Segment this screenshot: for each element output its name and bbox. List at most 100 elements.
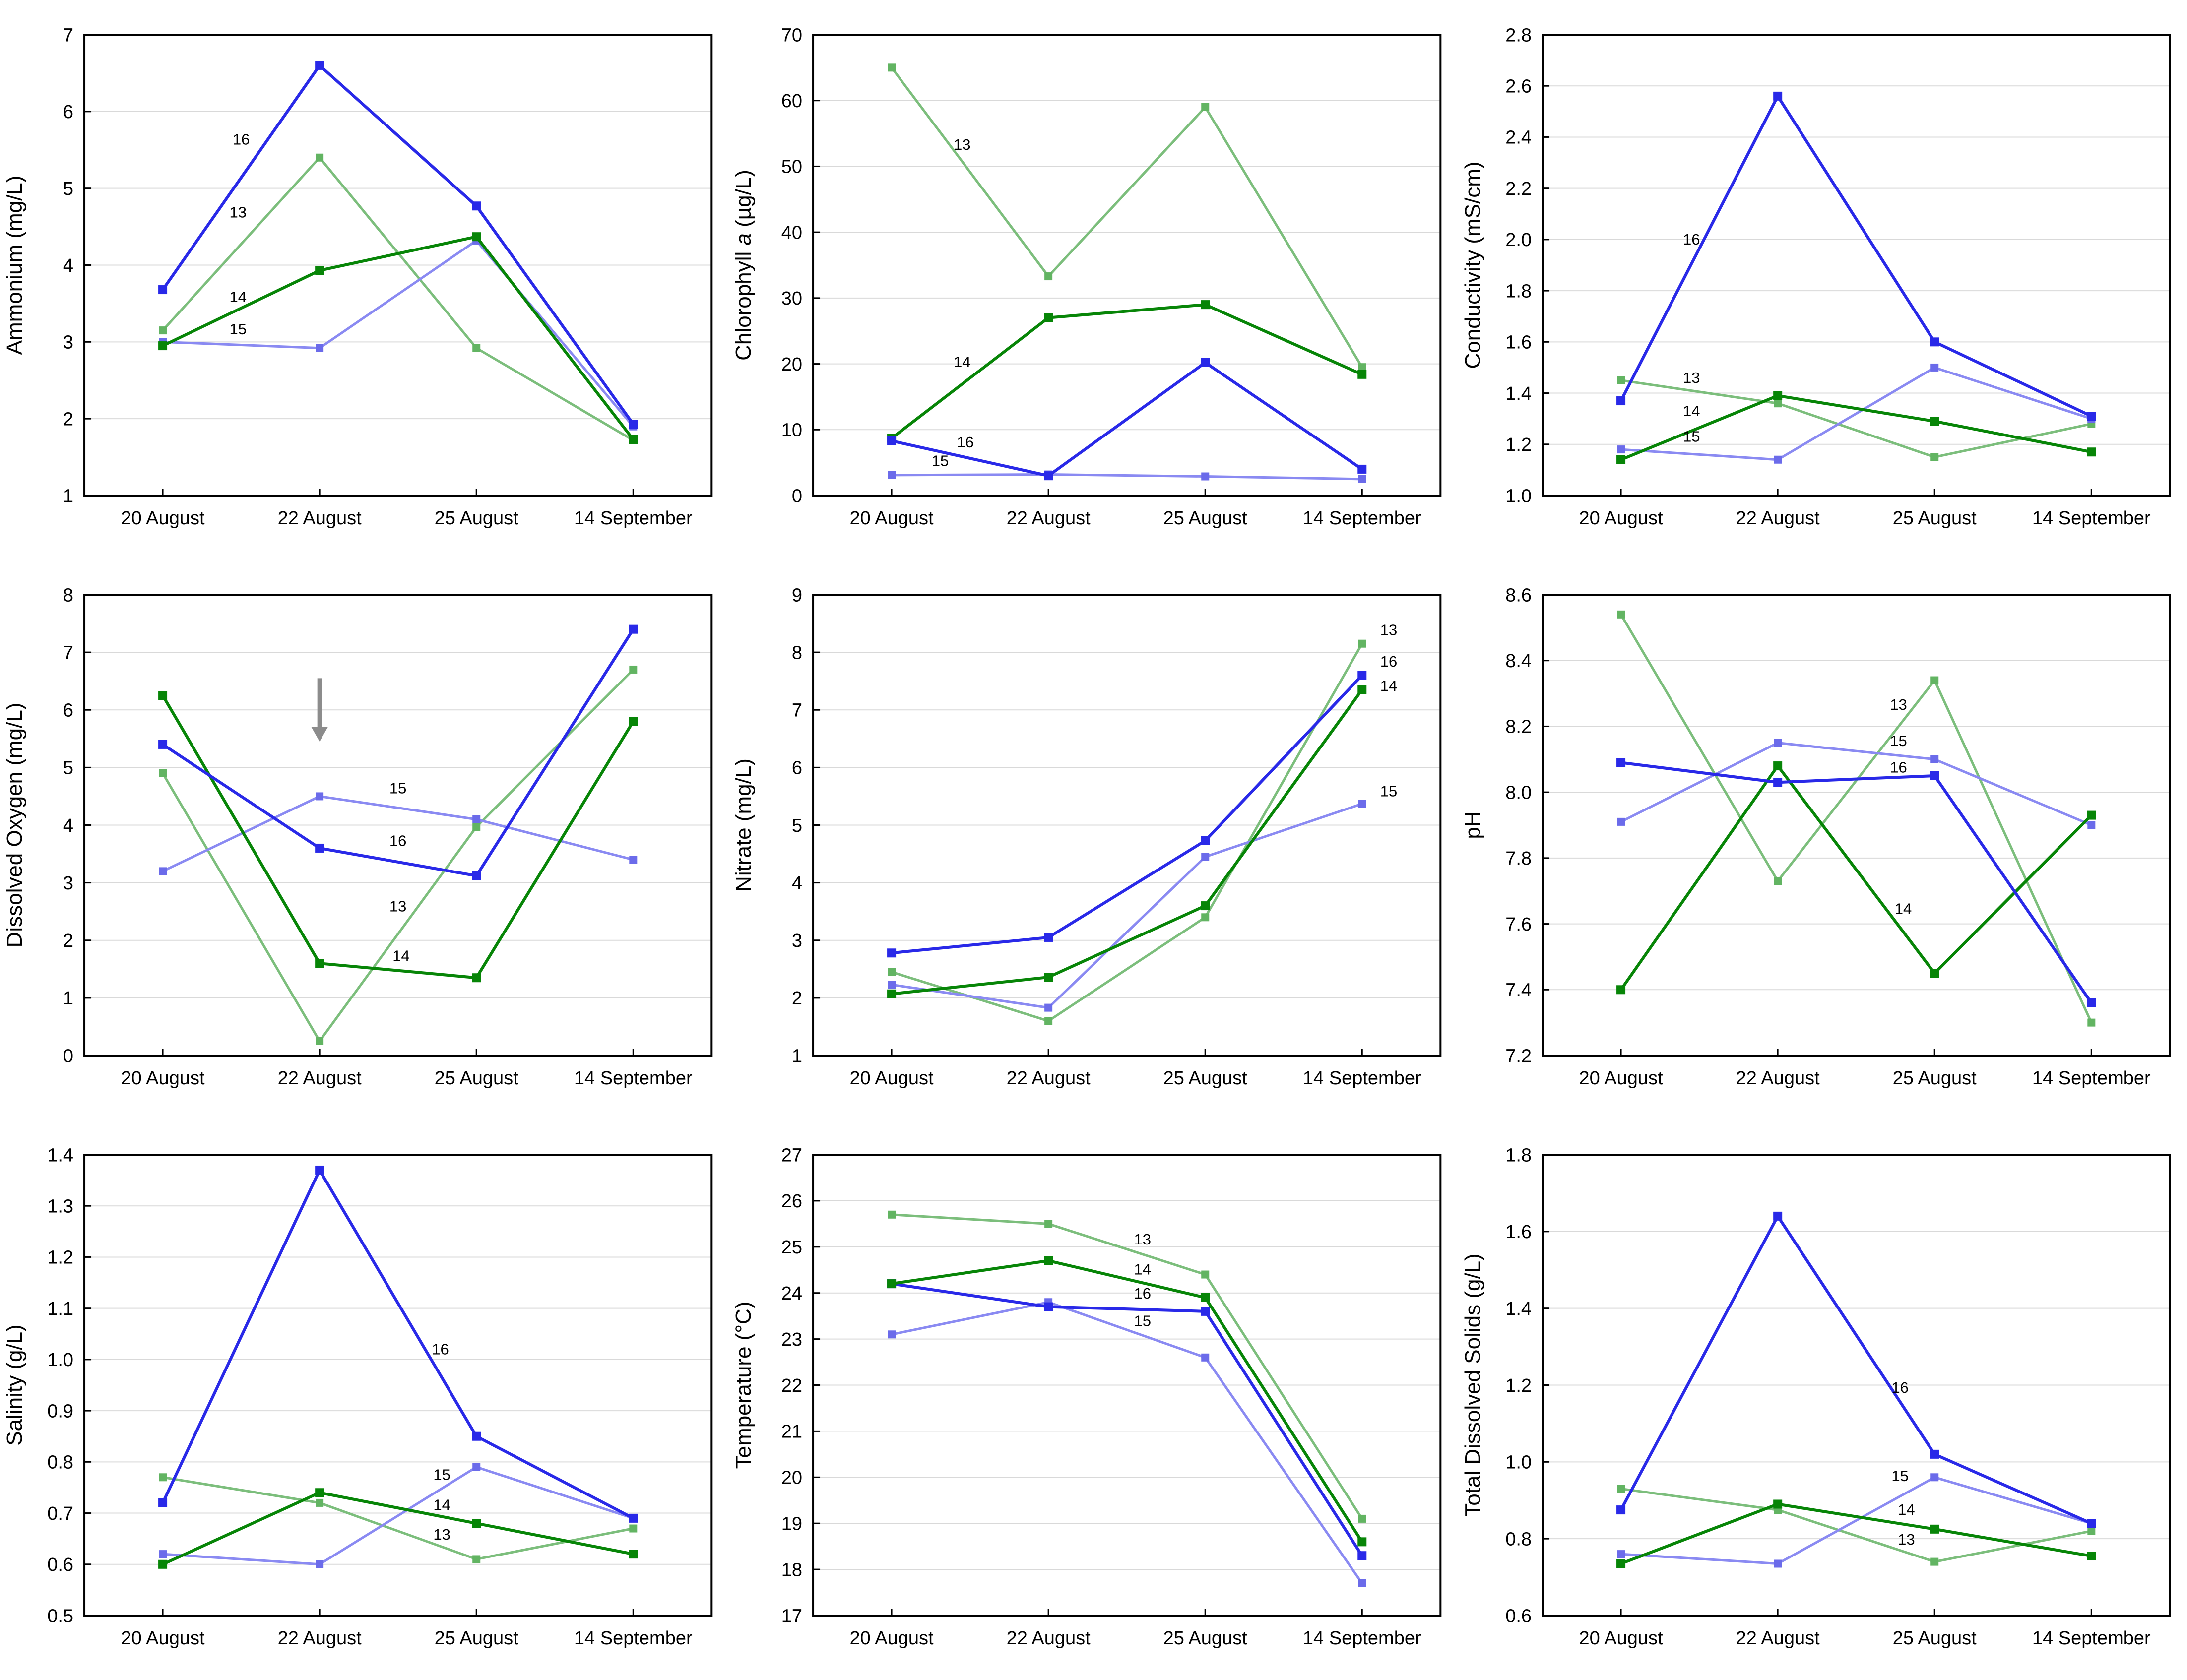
x-tick-label: 22 August	[278, 508, 362, 529]
data-point-site-15	[1616, 817, 1625, 826]
x-tick-label: 22 August	[1007, 508, 1091, 529]
y-tick-label: 5	[63, 179, 73, 199]
y-tick-label: 2.4	[1505, 127, 1532, 148]
data-point-site-13	[629, 665, 638, 674]
x-tick-label: 14 September	[2032, 1628, 2151, 1649]
data-point-site-14	[2086, 447, 2096, 457]
y-tick-label: 10	[781, 420, 802, 441]
data-point-site-16	[1616, 1505, 1625, 1515]
y-tick-label: 1	[63, 988, 73, 1009]
x-axis: 20 August 22 August 25 August 14 September	[1579, 1609, 2151, 1649]
data-point-site-13	[1358, 363, 1366, 372]
series-label-14: 14	[433, 1496, 450, 1513]
data-point-site-16	[2086, 412, 2096, 421]
data-point-site-14	[472, 973, 481, 983]
series-14	[1616, 1499, 2096, 1568]
data-point-site-15	[1616, 1550, 1625, 1558]
data-point-site-16	[1201, 1307, 1210, 1316]
series-13	[888, 639, 1366, 1025]
series-label-15: 15	[1683, 428, 1700, 445]
y-tick-label: 6	[63, 102, 73, 123]
series-label-14: 14	[954, 353, 970, 371]
data-point-site-14	[1357, 370, 1367, 379]
y-tick-label: 2	[792, 988, 802, 1009]
x-tick-label: 20 August	[1579, 1628, 1663, 1649]
data-point-site-14	[1930, 417, 1939, 426]
y-axis-title: pH	[1461, 811, 1485, 839]
y-axis: 1 2 3 4 5 6 7 8 9	[792, 585, 821, 1066]
y-tick-label: 8.2	[1505, 717, 1532, 738]
y-tick-label: 25	[781, 1237, 802, 1258]
x-tick-label: 25 August	[435, 508, 518, 529]
series-label-16: 16	[1380, 653, 1397, 670]
y-tick-label: 1	[63, 486, 73, 506]
y-tick-label: 0.8	[1505, 1529, 1532, 1550]
x-tick-label: 20 August	[121, 1068, 205, 1089]
x-tick-label: 20 August	[850, 1628, 934, 1649]
x-tick-label: 20 August	[850, 508, 934, 529]
y-tick-label: 3	[792, 931, 802, 951]
y-tick-label: 0.6	[47, 1555, 73, 1575]
series-label-15: 15	[1134, 1312, 1151, 1330]
series-label-14: 14	[1380, 677, 1397, 694]
y-axis: 0 1 2 3 4 5 6 7 8	[63, 585, 92, 1066]
x-tick-label: 14 September	[574, 1068, 693, 1089]
data-point-site-13	[1930, 676, 1938, 684]
series-label-14: 14	[230, 288, 247, 306]
series-labels: 16 13 14 15	[1683, 231, 1700, 445]
data-point-site-14	[629, 717, 638, 726]
data-point-site-13	[1044, 272, 1053, 281]
data-point-site-16	[1930, 337, 1939, 347]
data-point-site-15	[2087, 821, 2095, 829]
series-labels: 13 15 16 14	[1890, 696, 1912, 917]
series-labels: 16 13 14 15	[230, 130, 250, 337]
plot-border	[83, 1154, 713, 1617]
y-tick-label: 2.2	[1505, 179, 1532, 199]
series-16	[158, 1165, 638, 1523]
y-tick-label: 7	[792, 700, 802, 721]
x-axis: 20 August 22 August 25 August 14 September	[121, 1049, 693, 1089]
down-arrow-annotation	[311, 678, 328, 742]
series-13	[159, 665, 638, 1045]
y-tick-label: 7	[63, 642, 73, 663]
y-tick-label: 9	[792, 585, 802, 606]
y-tick-label: 1.4	[1505, 383, 1532, 404]
y-tick-label: 7.4	[1505, 980, 1532, 1001]
y-axis: 7.2 7.4 7.6 7.8 8.0 8.2 8.4 8.6	[1505, 585, 1549, 1066]
data-point-site-13	[472, 822, 481, 831]
series-label-15: 15	[1380, 782, 1397, 800]
y-tick-label: 7.8	[1505, 848, 1532, 869]
data-point-site-14	[1357, 685, 1367, 694]
series-14	[158, 691, 638, 983]
data-point-site-15	[1930, 1473, 1938, 1482]
y-tick-label: 8	[792, 642, 802, 663]
data-point-site-13	[159, 326, 167, 335]
data-point-site-13	[1044, 1220, 1053, 1228]
series-label-16: 16	[389, 832, 406, 849]
y-tick-label: 3	[63, 332, 73, 353]
data-point-site-13	[2087, 1018, 2095, 1027]
data-point-site-14	[1616, 455, 1625, 464]
x-tick-label: 22 August	[1736, 508, 1819, 529]
chart-ph: 13 15 16 14 7.2 7.4 7.6 7.8 8.0 8.2 8.4 8.6 20 Augus…	[1458, 560, 2187, 1120]
y-axis: 17 18 19 20 21 22 23 24 25 26 27	[781, 1145, 821, 1626]
series-label-13: 13	[230, 204, 247, 221]
gridlines	[1543, 1231, 2169, 1540]
data-point-site-15	[1358, 1579, 1366, 1587]
data-point-site-14	[1201, 1293, 1210, 1302]
data-point-site-16	[158, 285, 168, 295]
data-point-site-16	[1201, 836, 1210, 845]
y-tick-label: 1.4	[1505, 1299, 1532, 1319]
data-point-site-14	[1930, 969, 1939, 978]
y-tick-label: 60	[781, 91, 802, 112]
x-tick-label: 22 August	[1007, 1068, 1091, 1089]
salinity-canvas: 16 15 14 13 0.5 0.6 0.7 0.8 0.9 1.0 1.1 1.2 1.3 1.4 20…	[2, 1145, 713, 1649]
y-tick-label: 1.4	[47, 1145, 73, 1166]
y-tick-label: 1.0	[47, 1350, 73, 1370]
series-16	[887, 358, 1367, 481]
data-point-site-14	[1773, 391, 1782, 400]
data-point-site-15	[1201, 1353, 1210, 1362]
plot-border	[1541, 594, 2171, 1057]
chart-dissolved-oxygen: 15 16 13 14 0 1 2 3 4 5 6 7 8 20 August 22 August 25 Au…	[0, 560, 729, 1120]
y-tick-label: 1.2	[47, 1247, 73, 1268]
